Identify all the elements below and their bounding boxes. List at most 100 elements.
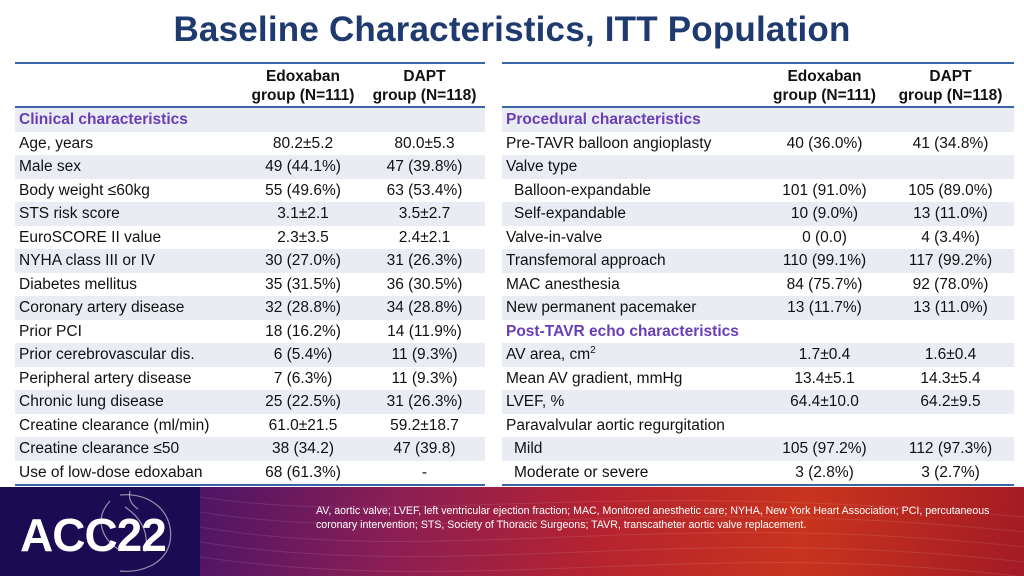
table-row: Prior cerebrovascular dis. 6 (5.4%) 11 (9.… xyxy=(15,343,485,367)
row-label: Coronary artery disease xyxy=(15,296,242,320)
edoxaban-value: 32 (28.8%) xyxy=(242,296,364,320)
table-row: STS risk score 3.1±2.1 3.5±2.7 xyxy=(15,202,485,226)
edoxaban-value: 110 (99.1%) xyxy=(762,249,887,273)
table-row: Mean AV gradient, mmHg 13.4±5.1 14.3±5.4 xyxy=(502,367,1014,391)
table-row: Body weight ≤60kg 55 (49.6%) 63 (53.4%) xyxy=(15,179,485,203)
dapt-value: 14.3±5.4 xyxy=(920,369,981,387)
row-label-text: Mild xyxy=(514,440,543,457)
row-label: Use of low-dose edoxaban xyxy=(15,460,242,486)
table-row: Creatine clearance (ml/min) 61.0±21.5 59.2… xyxy=(15,414,485,438)
table-row: Creatine clearance ≤50 38 (34.2) 47 (39.8) xyxy=(15,437,485,461)
edoxaban-value: 38 (34.2) xyxy=(242,437,364,461)
header-edoxaban: Edoxaban group (N=111) xyxy=(242,62,364,108)
edoxaban-value: 10 (9.0%) xyxy=(762,202,887,226)
table-row: NYHA class III or IV 30 (27.0%) 31 (26.3%) xyxy=(15,249,485,273)
table-row: Chronic lung disease 25 (22.5%) 31 (26.3%) xyxy=(15,390,485,414)
row-label-text: Valve type xyxy=(506,158,578,175)
row-label: EuroSCORE II value xyxy=(19,228,162,246)
procedural-characteristics-table: Edoxaban group (N=111) DAPT group (N=118) … xyxy=(502,62,1014,486)
edoxaban-value xyxy=(762,155,887,179)
edoxaban-value: 35 (31.5%) xyxy=(265,275,341,293)
section-row: Post-TAVR echo characteristics xyxy=(502,320,1014,344)
row-label: LVEF, % xyxy=(502,390,762,414)
dapt-value: 14 (11.9%) xyxy=(387,322,462,340)
header-dapt: DAPT group (N=118) xyxy=(364,62,485,108)
row-label: Moderate or severe xyxy=(502,460,762,486)
edoxaban-value: 68 (61.3%) xyxy=(242,460,364,486)
edoxaban-value: 7 (6.3%) xyxy=(273,369,333,387)
acc22-logo: ACC22 xyxy=(0,487,200,576)
table-row: Age, years 80.2±5.2 80.0±5.3 xyxy=(15,132,485,156)
edoxaban-value: 18 (16.2%) xyxy=(265,322,341,340)
table-header-row: Edoxaban group (N=111) DAPT group (N=118) xyxy=(15,62,485,108)
table-row: MAC anesthesia 84 (75.7%) 92 (78.0%) xyxy=(502,273,1014,297)
table-row: Valve-in-valve 0 (0.0) 4 (3.4%) xyxy=(502,226,1014,250)
row-label-text: Paravalvular aortic regurgitation xyxy=(506,416,725,434)
row-label: Male sex xyxy=(15,155,242,179)
dapt-value: 2.4±2.1 xyxy=(398,228,451,246)
dapt-value: 47 (39.8%) xyxy=(364,155,485,179)
edoxaban-value: 84 (75.7%) xyxy=(786,275,863,293)
edoxaban-value: 30 (27.0%) xyxy=(242,249,364,273)
dapt-value: 105 (89.0%) xyxy=(908,181,993,199)
edoxaban-value: 80.2±5.2 xyxy=(272,134,334,152)
table-row: EuroSCORE II value 2.3±3.5 2.4±2.1 xyxy=(15,226,485,250)
section-label: Procedural characteristics xyxy=(502,107,1014,132)
edoxaban-value: 1.7±0.4 xyxy=(762,343,887,367)
dapt-value: 31 (26.3%) xyxy=(364,249,485,273)
table-row: New permanent pacemaker 13 (11.7%) 13 (11.… xyxy=(502,296,1014,320)
table-row: Valve type xyxy=(502,155,1014,179)
section-label: Post-TAVR echo characteristics xyxy=(506,322,739,340)
row-label: Body weight ≤60kg xyxy=(19,181,150,199)
dapt-value xyxy=(887,155,1014,179)
row-label-text: Transfemoral approach xyxy=(506,252,666,269)
row-label: Chronic lung disease xyxy=(15,390,242,414)
table-row: Pre-TAVR balloon angioplasty 40 (36.0%) 41… xyxy=(502,132,1014,156)
row-label: Mild xyxy=(502,437,762,461)
logo-acc: ACC xyxy=(20,509,118,561)
table-row: Balloon-expandable 101 (91.0%) 105 (89.0%) xyxy=(502,179,1014,203)
row-label: Diabetes mellitus xyxy=(19,275,138,293)
table-row: Coronary artery disease 32 (28.8%) 34 (28.… xyxy=(15,296,485,320)
row-label-text: Mean AV gradient, mmHg xyxy=(506,369,683,387)
row-label-text: New permanent pacemaker xyxy=(506,299,697,316)
section-label: Clinical characteristics xyxy=(15,107,485,132)
table-row: Moderate or severe 3 (2.8%) 3 (2.7%) xyxy=(502,460,1014,486)
edoxaban-value: 49 (44.1%) xyxy=(242,155,364,179)
row-label: Valve type xyxy=(502,155,762,179)
edoxaban-value: 3 (2.8%) xyxy=(762,460,887,486)
row-label-text: MAC anesthesia xyxy=(506,275,620,293)
edoxaban-value: 55 (49.6%) xyxy=(265,181,341,199)
edoxaban-value: 0 (0.0) xyxy=(802,228,847,246)
row-label-text: AV area, cm xyxy=(506,346,591,363)
clinical-characteristics-table: Edoxaban group (N=111) DAPT group (N=118) … xyxy=(15,62,485,486)
edoxaban-value: 64.4±10.0 xyxy=(762,390,887,414)
row-label: Pre-TAVR balloon angioplasty xyxy=(502,132,762,156)
table-row: Paravalvular aortic regurgitation xyxy=(502,414,1014,438)
dapt-value: 112 (97.3%) xyxy=(887,437,1014,461)
table-row: Transfemoral approach 110 (99.1%) 117 (99.… xyxy=(502,249,1014,273)
header-blank xyxy=(502,62,762,108)
table-row: Mild 105 (97.2%) 112 (97.3%) xyxy=(502,437,1014,461)
table-row: AV area, cm2 1.7±0.4 1.6±0.4 xyxy=(502,343,1014,367)
edoxaban-value: 3.1±2.1 xyxy=(242,202,364,226)
row-label: Paravalvular aortic regurgitation xyxy=(502,414,762,438)
row-label-text: Moderate or severe xyxy=(514,463,649,481)
dapt-value: 11 (9.3%) xyxy=(364,343,485,367)
row-label-text: Balloon-expandable xyxy=(514,181,652,199)
dapt-value: 117 (99.2%) xyxy=(887,249,1014,273)
row-label: AV area, cm2 xyxy=(502,343,762,367)
row-label-text: Self-expandable xyxy=(514,205,627,222)
row-label: Self-expandable xyxy=(502,202,762,226)
superscript: 2 xyxy=(590,344,596,356)
table-row: Use of low-dose edoxaban 68 (61.3%) - xyxy=(15,460,485,486)
table-row: Male sex 49 (44.1%) 47 (39.8%) xyxy=(15,155,485,179)
edoxaban-value: 61.0±21.5 xyxy=(268,416,338,434)
slide-title: Baseline Characteristics, ITT Population xyxy=(173,10,851,49)
dapt-value: 3.5±2.7 xyxy=(364,202,485,226)
dapt-value: 3 (2.7%) xyxy=(887,460,1014,486)
dapt-value: 31 (26.3%) xyxy=(364,390,485,414)
abbreviations-footnote: AV, aortic valve; LVEF, left ventricular… xyxy=(316,505,990,531)
row-label: Peripheral artery disease xyxy=(19,369,192,387)
edoxaban-value xyxy=(762,414,887,438)
